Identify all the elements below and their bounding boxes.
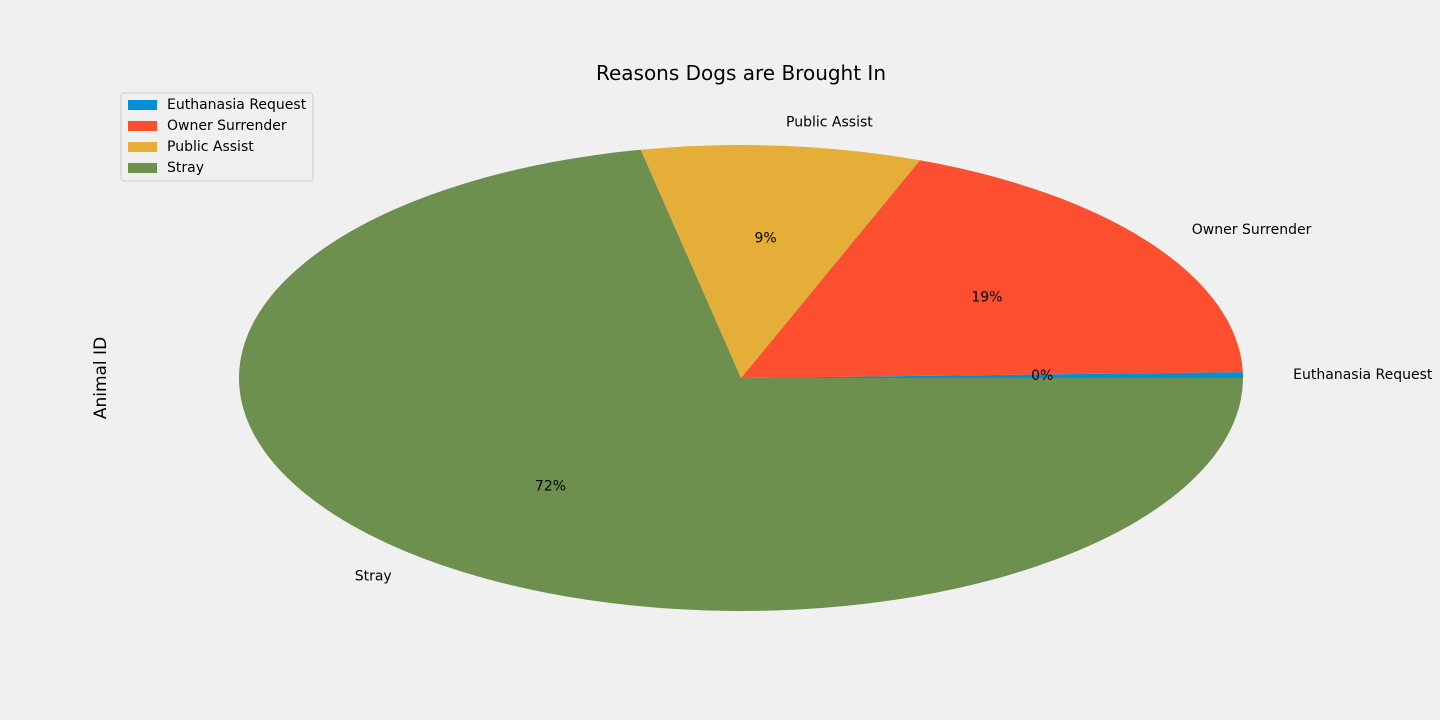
legend-swatch-euthanasia-request (128, 100, 157, 110)
pie-slice-stray (239, 149, 1244, 611)
slice-percent-public-assist: 9% (754, 231, 776, 247)
legend-label-public-assist: Public Assist (167, 139, 254, 155)
slice-percent-owner-surrender: 19% (971, 289, 1002, 305)
legend-swatch-stray (128, 163, 157, 173)
legend-label-stray: Stray (167, 160, 204, 176)
pie-slices (239, 145, 1244, 611)
legend-swatch-owner-surrender (128, 121, 157, 131)
legend-frame (120, 92, 314, 182)
pie-slice-owner-surrender (741, 160, 1243, 378)
slice-percent-euthanasia-request: 0% (1031, 368, 1053, 384)
slice-label-stray: Stray (355, 569, 392, 585)
legend-label-owner-surrender: Owner Surrender (167, 118, 287, 134)
pie-slice-public-assist (640, 145, 920, 378)
slice-label-public-assist: Public Assist (786, 115, 873, 131)
legend-label-euthanasia-request: Euthanasia Request (167, 97, 307, 113)
chart-title: Reasons Dogs are Brought In (596, 61, 886, 85)
slice-label-owner-surrender: Owner Surrender (1192, 222, 1312, 238)
legend-swatch-public-assist (128, 142, 157, 152)
slice-label-euthanasia-request: Euthanasia Request (1293, 367, 1433, 383)
y-axis-label: Animal ID (91, 337, 111, 419)
pie-labels: Euthanasia Request 0% Owner Surrender 19% Pu… (355, 115, 1433, 585)
slice-percent-stray: 72% (535, 478, 566, 494)
legend: Euthanasia Request Owner Surrender Public … (120, 92, 314, 182)
pie-slice-euthanasia-request (741, 372, 1243, 378)
